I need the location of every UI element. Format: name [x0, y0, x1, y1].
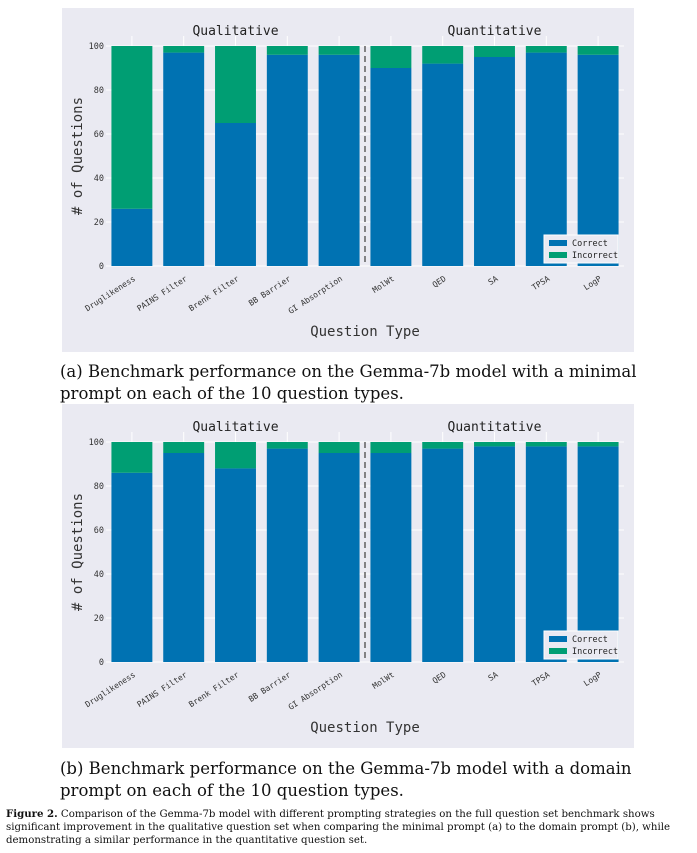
bar-incorrect: [266, 442, 308, 449]
bar-incorrect: [318, 46, 360, 55]
bar-incorrect: [474, 442, 515, 447]
y-tick-label: 100: [89, 438, 104, 448]
bar-incorrect: [370, 442, 412, 453]
x-tick-label: Druglikeness: [84, 670, 138, 709]
bar-incorrect: [266, 46, 308, 55]
x-tick-label: PAINS Filter: [135, 670, 189, 709]
x-tick-label: Druglikeness: [84, 274, 138, 313]
y-tick-label: 0: [99, 658, 104, 668]
bar-correct: [370, 453, 412, 662]
x-tick-label: TPSA: [530, 274, 551, 292]
x-tick-label: SA: [487, 274, 500, 287]
bar-correct: [215, 123, 256, 266]
x-tick-label: PAINS Filter: [135, 274, 189, 313]
y-tick-label: 80: [94, 482, 104, 492]
y-tick-label: 60: [94, 130, 104, 140]
bar-correct: [266, 54, 308, 266]
y-tick-label: 40: [94, 174, 104, 184]
y-tick-label: 0: [99, 262, 104, 272]
chart-panel-a: 0 20 40 60 80 100 Druglikeness PAINS Filter Bren…: [62, 8, 634, 352]
bar-correct: [318, 54, 360, 266]
bar-incorrect: [163, 46, 205, 53]
bar-incorrect: [163, 442, 205, 453]
x-tick-label: GI Absorption: [287, 670, 345, 712]
bar-correct: [577, 54, 619, 266]
bar-incorrect: [525, 442, 567, 447]
legend-label-correct: Correct: [572, 635, 608, 645]
bar-incorrect: [577, 46, 619, 55]
bar-correct: [111, 208, 153, 266]
bar-correct: [111, 472, 153, 662]
legend-swatch-correct: [549, 240, 567, 246]
group-label-quantitative: Quantitative: [448, 24, 542, 39]
legend-swatch-correct: [549, 636, 567, 642]
x-axis-label: Question Type: [310, 324, 420, 340]
x-tick-label: GI Absorption: [287, 274, 345, 316]
bar-correct: [525, 52, 567, 266]
bar-incorrect: [474, 46, 515, 57]
x-tick-label: Brenk Filter: [187, 670, 241, 709]
group-label-qualitative: Qualitative: [192, 420, 278, 435]
y-tick-label: 40: [94, 570, 104, 580]
x-tick-label: QED: [431, 274, 448, 290]
bar-incorrect: [318, 442, 360, 453]
x-axis-label: Question Type: [310, 720, 420, 736]
legend-swatch-incorrect: [549, 648, 567, 654]
bar-incorrect: [215, 46, 256, 123]
y-tick-label: 80: [94, 86, 104, 96]
y-tick-label: 20: [94, 614, 104, 624]
subfigure-caption-a: (a) Benchmark performance on the Gemma-7…: [60, 362, 637, 403]
group-label-qualitative: Qualitative: [192, 24, 278, 39]
bar-correct: [318, 453, 360, 662]
bar-correct: [474, 57, 515, 266]
x-tick-label: MolWt: [371, 670, 396, 691]
bar-incorrect: [111, 46, 153, 209]
bar-incorrect: [215, 442, 256, 469]
x-tick-label: QED: [431, 670, 448, 686]
bar-correct: [266, 448, 308, 662]
bar-incorrect: [111, 442, 153, 473]
bar-correct: [215, 468, 256, 662]
legend-box: [543, 630, 619, 660]
bar-incorrect: [370, 46, 412, 68]
bar-correct: [370, 68, 412, 266]
x-tick-label: Brenk Filter: [187, 274, 241, 313]
chart-panel-b: 0 20 40 60 80 100 Druglikeness PAINS Filter Bren…: [62, 404, 634, 748]
x-tick-label: LogP: [582, 670, 603, 688]
x-tick-label: BB Barrier: [247, 670, 292, 704]
x-tick-label: BB Barrier: [247, 274, 292, 308]
x-tick-label: MolWt: [371, 274, 396, 295]
bar-correct: [163, 453, 205, 662]
legend-swatch-incorrect: [549, 252, 567, 258]
figure-label: Figure 2.: [6, 808, 58, 820]
bar-correct: [422, 63, 464, 266]
figure-caption-text: Comparison of the Gemma-7b model with di…: [6, 809, 671, 846]
bar-incorrect: [422, 46, 464, 64]
y-tick-label: 20: [94, 218, 104, 228]
figure-caption: Figure 2. Comparison of the Gemma-7b mod…: [6, 808, 692, 847]
bar-incorrect: [422, 442, 464, 449]
bar-correct: [577, 446, 619, 662]
legend-label-correct: Correct: [572, 239, 608, 249]
legend-box: [543, 234, 619, 264]
bar-correct: [163, 52, 205, 266]
bar-correct: [525, 446, 567, 662]
y-tick-label: 100: [89, 42, 104, 52]
bar-incorrect: [525, 46, 567, 53]
group-label-quantitative: Quantitative: [448, 420, 542, 435]
y-axis-label: # of Questions: [70, 493, 86, 611]
x-tick-label: LogP: [582, 274, 603, 292]
legend-label-incorrect: Incorrect: [572, 251, 618, 261]
x-tick-label: TPSA: [530, 670, 551, 688]
y-axis-label: # of Questions: [70, 97, 86, 215]
bar-correct: [422, 448, 464, 662]
bar-incorrect: [577, 442, 619, 447]
legend-label-incorrect: Incorrect: [572, 647, 618, 657]
x-tick-label: SA: [487, 670, 500, 683]
subfigure-caption-b: (b) Benchmark performance on the Gemma-7…: [60, 759, 632, 800]
bar-correct: [474, 446, 515, 662]
y-tick-label: 60: [94, 526, 104, 536]
